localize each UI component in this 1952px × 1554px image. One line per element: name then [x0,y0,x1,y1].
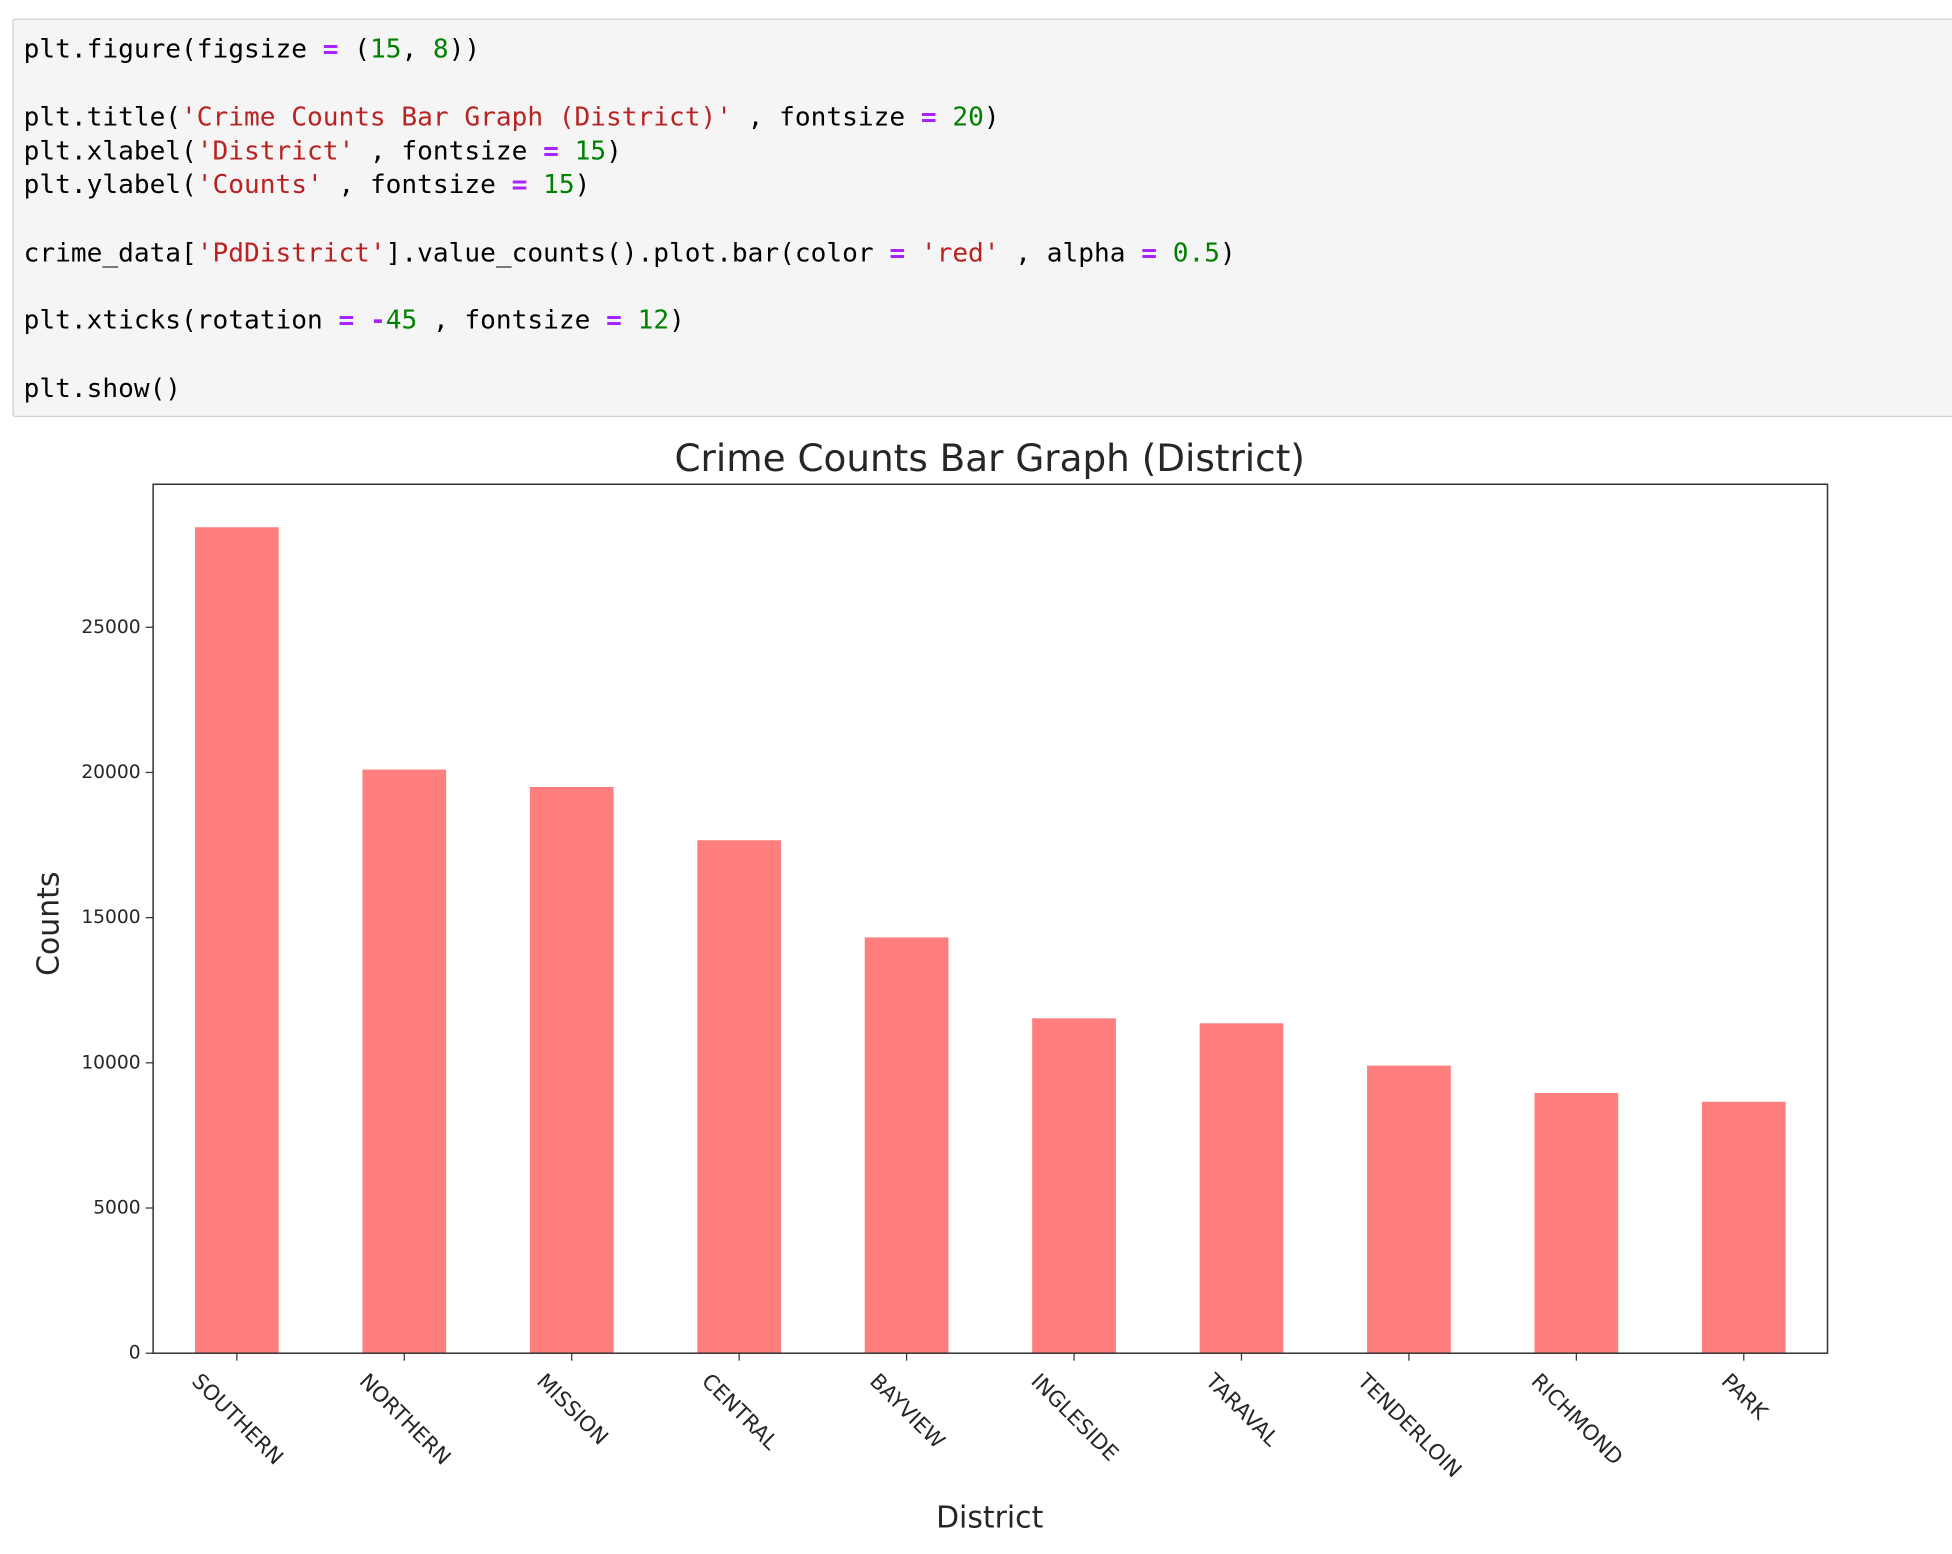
y-tick-label: 15000 [81,907,140,928]
y-tick-label: 10000 [81,1052,140,1073]
code-cell[interactable]: plt.figure(figsize = (15, 8)) plt.title(… [12,18,1952,418]
bar [194,527,279,1354]
bar [1701,1101,1786,1354]
code-line: plt.xticks(rotation = -45 , fontsize = 1… [23,305,685,336]
bar [1199,1023,1284,1354]
y-axis-label: Counts [31,872,66,976]
code-line: plt.xlabel('District' , fontsize = 15) [23,135,622,166]
bar [864,937,949,1354]
x-tick-label: TARAVAL [1200,1368,1284,1452]
bar [697,840,782,1354]
bar [1534,1093,1619,1354]
x-tick-label: SOUTHERN [187,1368,288,1469]
x-tick-label: MISSION [532,1368,613,1449]
chart: Crime Counts Bar Graph (District) Distri… [31,436,1829,1535]
x-tick-label: INGLESIDE [1026,1368,1124,1466]
code-line: crime_data['PdDistrict'].value_counts().… [23,237,1236,268]
y-tick-label: 5000 [93,1198,140,1219]
chart-title: Crime Counts Bar Graph (District) [674,436,1304,480]
code-line: plt.title('Crime Counts Bar Graph (Distr… [23,101,1000,132]
x-tick-label: BAYVIEW [865,1368,950,1453]
bar [1032,1018,1116,1354]
x-tick-label: CENTRAL [697,1368,783,1454]
code-line: plt.figure(figsize = (15, 8)) [23,33,481,64]
x-tick-label: TENDERLOIN [1352,1368,1467,1483]
y-tick-label: 25000 [81,617,140,638]
code-line: plt.show() [23,373,182,404]
x-tick-label: NORTHERN [355,1368,456,1469]
x-tick-label: RICHMOND [1527,1368,1629,1470]
plot-frame [152,483,1829,1354]
y-tick-label: 20000 [81,762,140,783]
bar [529,786,614,1354]
y-tick-label: 0 [129,1343,141,1364]
x-axis-label: District [936,1500,1043,1535]
x-tick-label: PARK [1717,1368,1774,1425]
bar [1367,1065,1451,1354]
code-line: plt.ylabel('Counts' , fontsize = 15) [23,169,591,200]
bar [362,769,447,1354]
